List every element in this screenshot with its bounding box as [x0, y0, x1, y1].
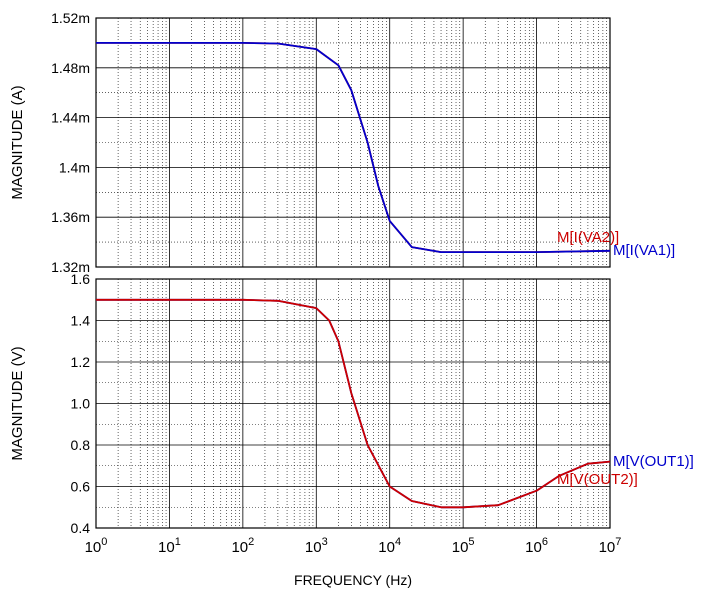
y-tick-label: 1.0 — [71, 396, 91, 412]
y-tick-label: 1.44m — [51, 110, 90, 126]
y-tick-label: 0.6 — [71, 479, 91, 495]
x-axis-label: FREQUENCY (Hz) — [294, 572, 412, 588]
y-tick-label: 1.4m — [59, 159, 90, 175]
y-tick-label: 1.32m — [51, 259, 90, 275]
plot-frame — [95, 278, 611, 529]
chart-panel-2: 0.4 0.6 0.8 1.0 1.2 1.4 1.6 MAGNITUDE (V) 100 101… — [9, 271, 694, 588]
y-tick-label: 1.2 — [71, 354, 91, 370]
x-tick-label: 102 — [231, 536, 254, 556]
x-tick-label: 107 — [599, 536, 622, 556]
y-axis-label: MAGNITUDE (A) — [9, 85, 26, 199]
series-label: M[V(OUT1)] — [613, 453, 694, 470]
x-tick-label: 100 — [85, 536, 108, 556]
series-line-2 — [96, 298, 611, 509]
series-line-2 — [96, 42, 611, 254]
y-tick-label: 1.36m — [51, 209, 90, 225]
x-tick-label: 104 — [378, 536, 401, 556]
plot-frame — [95, 17, 611, 268]
plot-area — [96, 18, 610, 267]
y-tick-label: 0.4 — [71, 520, 91, 536]
series-label: M[V(OUT2)] — [557, 471, 638, 488]
y-tick-label: 0.8 — [71, 437, 91, 453]
y-tick-label: 1.48m — [51, 60, 90, 76]
y-axis-label: MAGNITUDE (V) — [9, 346, 26, 460]
series-label: M[I(VA1)] — [613, 242, 675, 259]
x-tick-label: 106 — [525, 536, 548, 556]
x-tick-label: 105 — [452, 536, 475, 556]
x-tick-label: 103 — [305, 536, 328, 556]
series-label: M[I(VA2)] — [557, 229, 619, 246]
chart-panel-1: 1.32m 1.36m 1.4m 1.44m 1.48m 1.52m MAGNITUDE (… — [9, 10, 675, 275]
y-tick-label: 1.52m — [51, 10, 90, 26]
x-tick-label: 101 — [158, 536, 181, 556]
y-tick-label: 1.6 — [71, 271, 91, 287]
y-tick-label: 1.4 — [71, 313, 91, 329]
